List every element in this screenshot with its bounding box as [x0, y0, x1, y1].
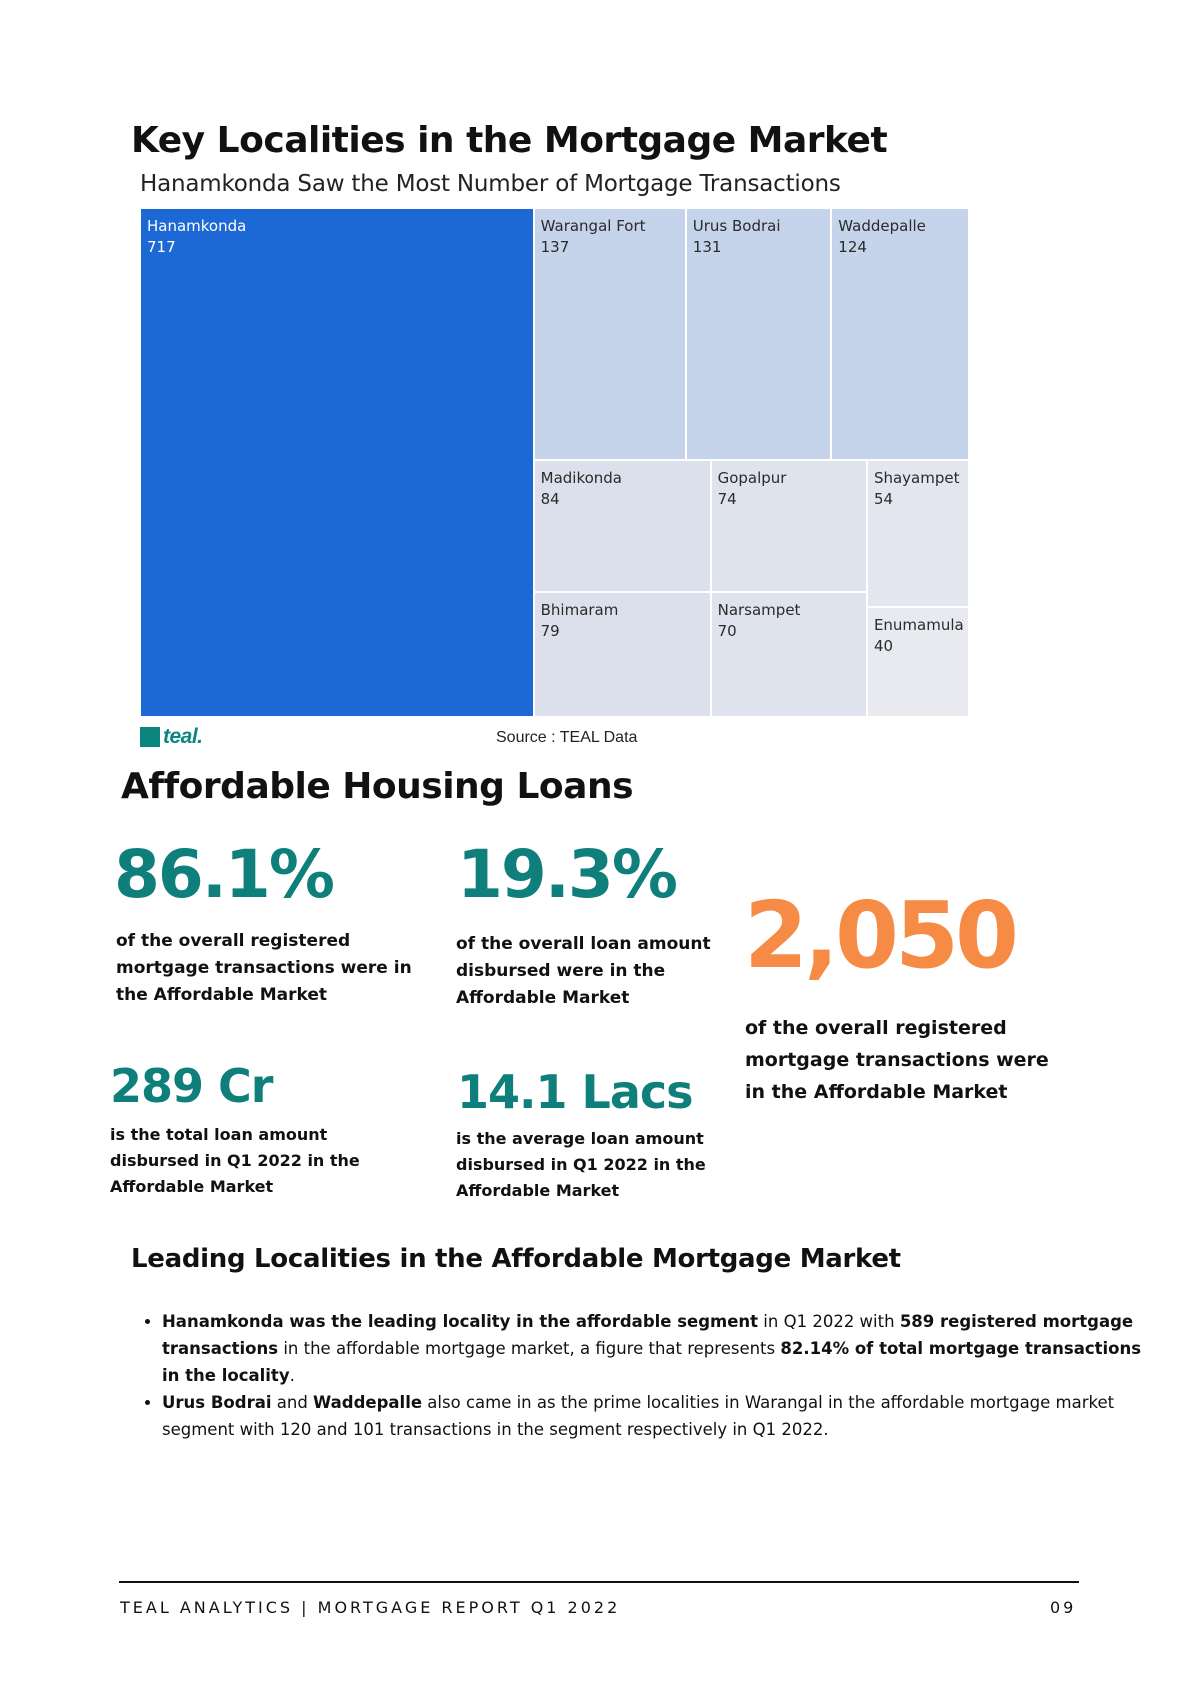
treemap-tile-warangal-fort: Warangal Fort 137 — [533, 208, 686, 460]
footer-divider — [119, 1581, 1079, 1583]
treemap-chart: Hanamkonda 717 Warangal Fort 137 Urus Bodrai… — [140, 208, 969, 717]
treemap-tile-value: 137 — [540, 238, 570, 256]
treemap-tile-enumamula: Enumamula 40 — [866, 607, 969, 717]
logo-mark-icon — [140, 727, 160, 747]
treemap-tile-gopalpur: Gopalpur 74 — [710, 459, 867, 592]
treemap-tile-label: Shayampet 54 — [874, 468, 960, 510]
stat-affordable-share-desc: of the overall registered mortgage trans… — [116, 931, 412, 1005]
treemap-tile-value: 70 — [717, 621, 737, 640]
treemap-tile-value: 124 — [838, 238, 867, 256]
treemap-tile-hanamkonda: Hanamkonda 717 — [140, 208, 534, 717]
leading-localities-title: Leading Localities in the Affordable Mor… — [131, 1244, 901, 1274]
treemap-tile-label: Bhimaram 79 — [541, 600, 619, 642]
page-title: Key Localities in the Mortgage Market — [131, 120, 888, 161]
chart-source: Source : TEAL Data — [496, 729, 638, 746]
leading-localities-list: Hanamkonda was the leading locality in t… — [140, 1308, 1142, 1443]
treemap-tile-label: Hanamkonda 717 — [147, 216, 246, 258]
stat-transactions-count-value: 2,050 — [744, 882, 1019, 989]
footer-report-title: TEAL ANALYTICS | MORTGAGE REPORT Q1 2022 — [120, 1598, 621, 1617]
list-item: Urus Bodrai and Waddepalle also came in … — [162, 1389, 1142, 1443]
chart-title: Hanamkonda Saw the Most Number of Mortga… — [140, 171, 841, 197]
treemap-tile-name: Narsampet — [717, 600, 801, 619]
treemap-tile-value: 717 — [147, 238, 176, 256]
treemap-tile-urus-bodrai: Urus Bodrai 131 — [685, 208, 832, 460]
treemap-tile-label: Warangal Fort 137 — [541, 216, 646, 258]
list-item: Hanamkonda was the leading locality in t… — [162, 1308, 1142, 1389]
treemap-tile-shayampet: Shayampet 54 — [866, 459, 969, 608]
treemap-tile-bhimaram: Bhimaram 79 — [533, 592, 711, 717]
stat-total-loan-value: 289 Cr — [110, 1059, 273, 1113]
treemap-tile-name: Urus Bodrai — [692, 217, 781, 235]
stat-transactions-count-desc: of the overall registered mortgage trans… — [745, 1017, 1049, 1103]
stat-loan-share-value: 19.3% — [457, 836, 678, 913]
footer-page-number: 09 — [1050, 1598, 1077, 1617]
treemap-tile-name: Hanamkonda — [147, 217, 247, 235]
treemap-tile-value: 79 — [540, 622, 560, 641]
treemap-tile-name: Shayampet — [873, 468, 960, 487]
treemap-tile-name: Madikonda — [540, 468, 622, 487]
treemap-tile-label: Narsampet 70 — [718, 600, 801, 642]
treemap-tile-name: Waddepalle — [838, 217, 926, 235]
treemap-tile-label: Urus Bodrai 131 — [693, 216, 781, 258]
treemap-tile-label: Gopalpur 74 — [718, 468, 787, 510]
treemap-tile-value: 131 — [692, 238, 722, 256]
stat-loan-share-desc: of the overall loan amount disbursed wer… — [456, 934, 711, 1008]
treemap-tile-name: Gopalpur — [717, 468, 787, 487]
treemap-tile-madikonda: Madikonda 84 — [533, 459, 711, 593]
treemap-tile-value: 74 — [717, 489, 737, 508]
treemap-tile-name: Enumamula — [873, 616, 964, 635]
treemap-tile-narsampet: Narsampet 70 — [710, 591, 867, 717]
treemap-tile-name: Bhimaram — [540, 601, 619, 620]
treemap-tile-value: 54 — [873, 489, 894, 508]
stat-average-loan-desc: is the average loan amount disbursed in … — [456, 1129, 706, 1200]
treemap-tile-waddepalle: Waddepalle 124 — [831, 208, 969, 460]
treemap-tile-name: Warangal Fort — [540, 217, 646, 235]
treemap-tile-value: 40 — [873, 637, 894, 656]
logo-text: teal. — [163, 725, 203, 748]
affordable-section-title: Affordable Housing Loans — [121, 766, 634, 807]
teal-logo: teal. — [140, 725, 203, 748]
stat-total-loan-desc: is the total loan amount disbursed in Q1… — [110, 1125, 360, 1196]
treemap-tile-label: Madikonda 84 — [541, 468, 622, 510]
treemap-tile-label: Waddepalle 124 — [838, 216, 926, 258]
stat-average-loan-value: 14.1 Lacs — [457, 1065, 694, 1119]
treemap-tile-label: Enumamula 40 — [874, 615, 964, 657]
stat-affordable-share-value: 86.1% — [114, 836, 335, 913]
treemap-tile-value: 84 — [540, 489, 560, 508]
